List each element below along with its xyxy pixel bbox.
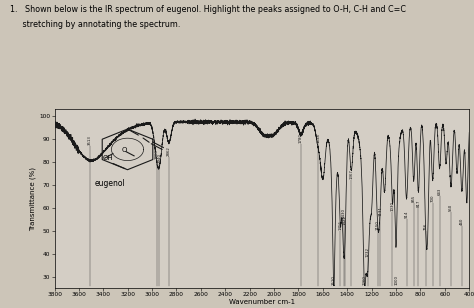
Text: 756: 756 [424, 222, 428, 229]
Text: 2862: 2862 [167, 146, 171, 156]
Text: 1150: 1150 [376, 220, 380, 229]
Text: stretching by annotating the spectrum.: stretching by annotating the spectrum. [10, 20, 181, 29]
X-axis label: Wavenumber cm-1: Wavenumber cm-1 [229, 298, 295, 305]
Text: 700: 700 [431, 195, 435, 202]
Text: 550: 550 [449, 204, 453, 211]
Text: 1000: 1000 [394, 274, 398, 285]
Text: 1.   Shown below is the IR spectrum of eugenol. Highlight the peaks assigned to : 1. Shown below is the IR spectrum of eug… [10, 5, 406, 14]
Text: 1232: 1232 [366, 247, 370, 257]
Text: 1030: 1030 [391, 201, 394, 211]
Text: 1260: 1260 [362, 275, 366, 285]
Text: 460: 460 [460, 218, 464, 225]
Text: 643: 643 [438, 188, 442, 195]
Text: 2960: 2960 [155, 149, 159, 159]
Text: 855: 855 [412, 195, 416, 202]
Text: 3513: 3513 [88, 135, 91, 145]
Text: 1510: 1510 [332, 275, 336, 285]
Text: 1430: 1430 [342, 208, 346, 218]
Text: 1421: 1421 [343, 215, 346, 225]
Text: 1131: 1131 [378, 206, 382, 216]
Text: 1638: 1638 [316, 133, 320, 143]
Y-axis label: Transmittance (%): Transmittance (%) [30, 167, 36, 231]
Text: 914: 914 [405, 211, 409, 218]
Text: OH: OH [102, 156, 113, 161]
Text: 2940: 2940 [157, 153, 162, 163]
Text: 1456: 1456 [338, 220, 342, 229]
Text: eugenol: eugenol [94, 179, 125, 188]
Text: 1367: 1367 [349, 169, 353, 179]
Text: 817: 817 [416, 199, 420, 207]
Text: O: O [122, 147, 128, 153]
Text: 1780: 1780 [299, 132, 303, 143]
